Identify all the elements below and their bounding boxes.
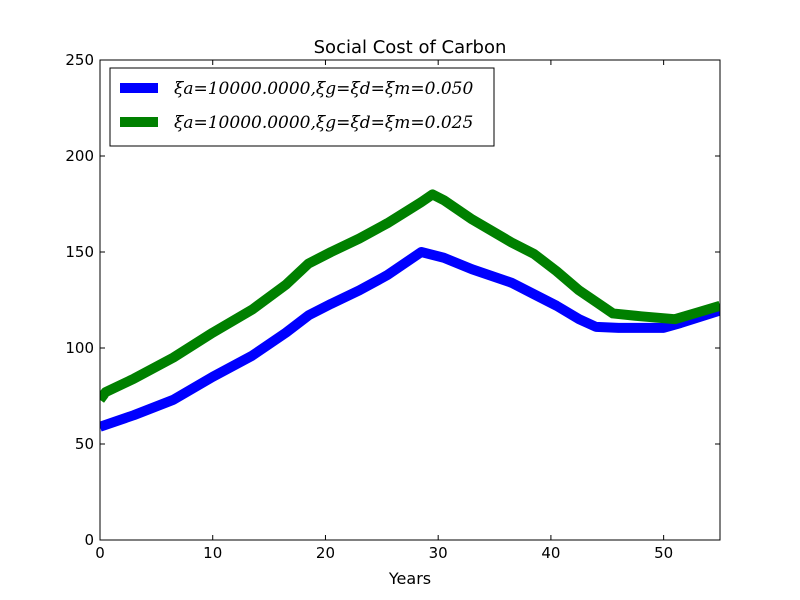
legend-entries: ξa=10000.0000,ξg=ξd=ξm=0.050 ξa=10000.000… [120,79,473,133]
x-tick-label: 50 [654,544,673,562]
legend-label-1: ξa=10000.0000,ξg=ξd=ξm=0.050 [174,79,473,99]
legend-label-2: ξa=10000.0000,ξg=ξd=ξm=0.025 [174,113,473,133]
series-line-1 [100,247,720,432]
y-tick-label: 100 [65,339,94,357]
x-tick-label: 20 [316,544,335,562]
series-layer [100,189,720,432]
y-tick-label: 250 [65,51,94,69]
y-tick-label: 200 [65,147,94,165]
x-tick-label: 10 [203,544,222,562]
x-axis-title: Years [388,569,431,588]
legend-box [109,67,495,147]
y-tick-label: 150 [65,243,94,261]
x-tick-label: 40 [541,544,560,562]
plot-frame [99,59,721,541]
y-tick-label: 0 [84,531,94,549]
chart-title: Social Cost of Carbon [314,37,507,58]
ticks-layer: 0 10 20 30 40 50 0 50 100 150 200 250 [65,51,720,562]
series-line-2 [100,189,720,403]
legend: ξa=10000.0000,ξg=ξd=ξm=0.050 ξa=10000.000… [109,67,495,147]
x-tick-label: 30 [429,544,448,562]
y-tick-label: 50 [75,435,94,453]
x-tick-label: 0 [95,544,105,562]
